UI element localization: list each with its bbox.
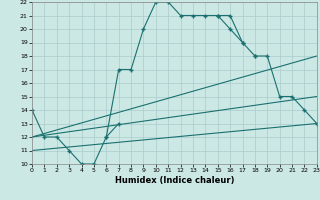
X-axis label: Humidex (Indice chaleur): Humidex (Indice chaleur) (115, 176, 234, 185)
